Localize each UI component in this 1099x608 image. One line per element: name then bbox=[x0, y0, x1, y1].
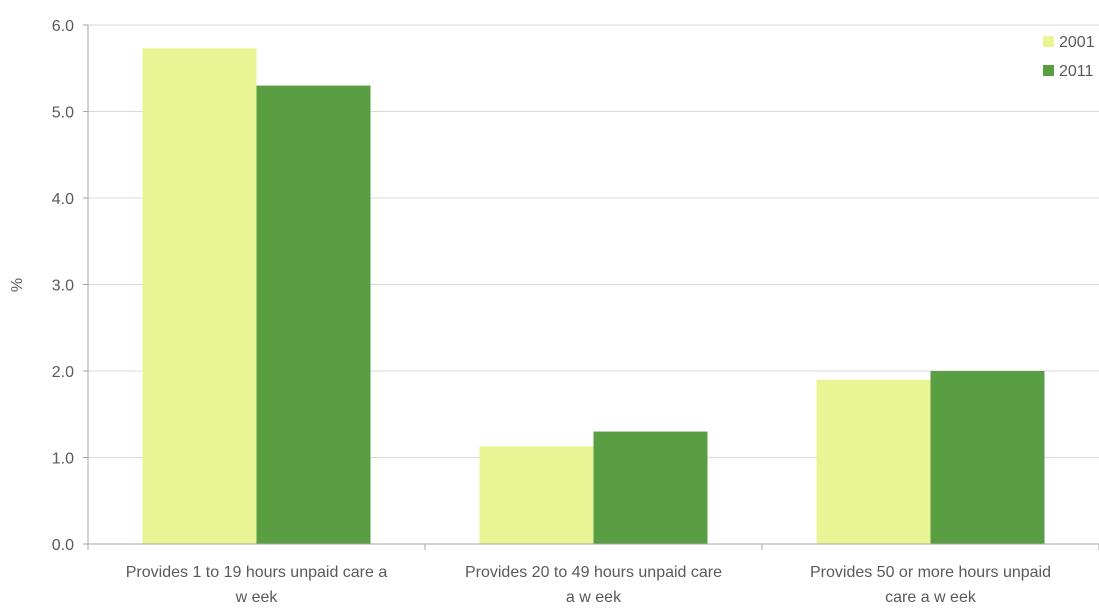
bar-2001-cat-1 bbox=[142, 48, 257, 544]
y-tick-label: 3.0 bbox=[52, 278, 74, 295]
bar-2001-cat-2 bbox=[479, 446, 594, 544]
category-label: a w eek bbox=[566, 589, 622, 606]
y-tick-label: 6.0 bbox=[52, 18, 74, 35]
category-label: Provides 50 or more hours unpaid bbox=[810, 564, 1051, 581]
legend-swatch-2011 bbox=[1043, 65, 1054, 76]
y-tick-label: 0.0 bbox=[52, 537, 74, 554]
y-axis-label: % bbox=[9, 278, 26, 292]
bar-2011-cat-2 bbox=[593, 431, 708, 544]
category-label: Provides 1 to 19 hours unpaid care a bbox=[126, 564, 388, 581]
category-label: care a w eek bbox=[885, 589, 977, 606]
bar-2011-cat-3 bbox=[930, 371, 1045, 544]
y-tick-label: 2.0 bbox=[52, 364, 74, 381]
category-label: w eek bbox=[235, 589, 279, 606]
bar-2011-cat-1 bbox=[256, 85, 371, 545]
y-tick-label: 1.0 bbox=[52, 451, 74, 468]
y-axis-ticks: 0.0 1.0 2.0 3.0 4.0 5.0 6.0 bbox=[52, 18, 88, 554]
y-tick-label: 4.0 bbox=[52, 191, 74, 208]
legend: 2001 2011 bbox=[1043, 34, 1095, 80]
bar-2001-cat-3 bbox=[816, 379, 931, 544]
legend-swatch-2001 bbox=[1043, 36, 1054, 47]
category-labels: Provides 1 to 19 hours unpaid care a w ee… bbox=[126, 564, 1051, 606]
legend-label-2001: 2001 bbox=[1059, 34, 1095, 51]
bars bbox=[142, 48, 1045, 545]
category-label: Provides 20 to 49 hours unpaid care bbox=[465, 564, 722, 581]
x-axis-ticks bbox=[87, 544, 1099, 550]
y-tick-label: 5.0 bbox=[52, 105, 74, 122]
legend-label-2011: 2011 bbox=[1059, 63, 1094, 80]
